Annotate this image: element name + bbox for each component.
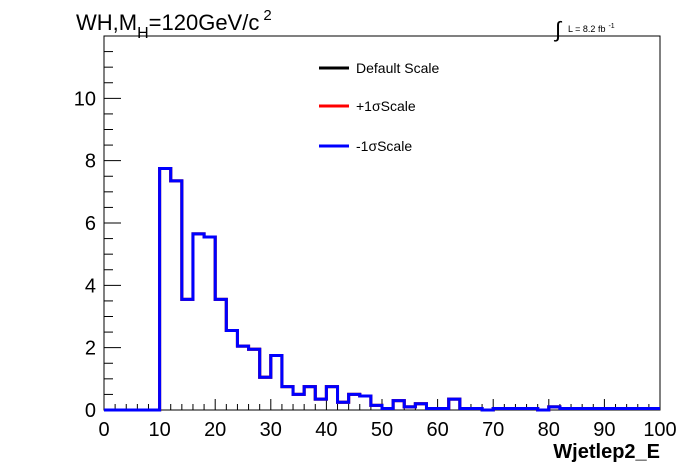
x-tick-label: 10	[148, 419, 170, 441]
series-line-0	[104, 166, 660, 412]
legend-label-0: Default Scale	[356, 60, 439, 76]
y-tick-label: 8	[85, 151, 96, 173]
y-tick-label: 10	[74, 88, 96, 110]
y-tick-label: 4	[85, 275, 96, 297]
plot-frame	[103, 35, 661, 411]
x-tick-label: 50	[371, 419, 393, 441]
x-tick-label: 20	[204, 419, 226, 441]
x-tick-label: 100	[643, 419, 676, 441]
x-tick-label: 70	[482, 419, 504, 441]
x-axis-title: Wjetlep2_E	[553, 441, 660, 463]
legend: Default Scale +1σScale -1σScale	[319, 60, 439, 154]
chart-title: WH,MH=120GeV/c 2	[76, 7, 272, 42]
x-tick-label: 40	[315, 419, 337, 441]
lumi-label: L = 8.2 fb -1	[568, 23, 615, 34]
series-line-2	[104, 166, 660, 412]
axes: 0 10 20 30 40 50 60 70 80 90 100 0 2 4 6 8 10	[74, 35, 677, 441]
y-tick-label: 6	[85, 213, 96, 235]
series-line-1	[104, 166, 660, 412]
legend-label-2: -1σScale	[356, 138, 412, 154]
x-tick-label: 80	[538, 419, 560, 441]
x-tick-label: 60	[426, 419, 448, 441]
y-tick-label: 0	[85, 400, 96, 422]
x-tick-label: 0	[98, 419, 109, 441]
x-tick-label: 90	[593, 419, 615, 441]
y-tick-label: 2	[85, 338, 96, 360]
series-group	[104, 166, 660, 412]
x-tick-label: 30	[260, 419, 282, 441]
legend-label-1: +1σScale	[356, 98, 416, 114]
lumi-integral-symbol: ∫	[553, 17, 563, 42]
